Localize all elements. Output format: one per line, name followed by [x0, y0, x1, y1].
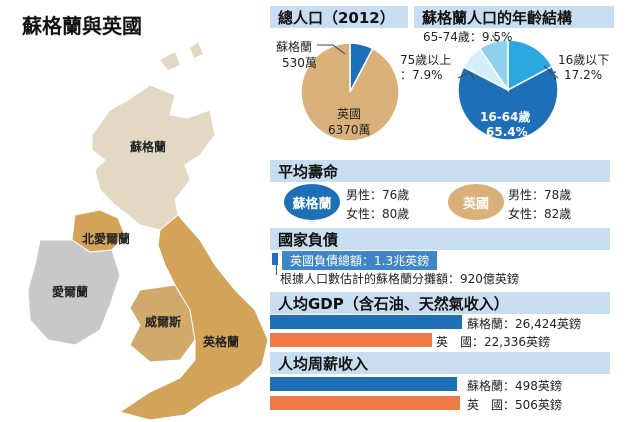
- map-label-wales: 威爾斯: [145, 314, 181, 329]
- age-label-under16-line1: 16歲以下: [558, 53, 610, 67]
- life-scotland-male: 男性：76歲: [346, 188, 410, 202]
- life-uk-badge: 英國: [448, 184, 504, 220]
- age-label-16-64-line2: 65.4%: [486, 125, 528, 139]
- wage-header: 人均周薪收入: [270, 352, 610, 374]
- age-label-under16-line2: ：17.2%: [552, 68, 603, 82]
- gdp-header: 人均GDP（含石油、天然氣收入）: [270, 292, 610, 314]
- map-label-scotland: 蘇格蘭: [129, 139, 166, 154]
- map-label-northern-ireland: 北愛爾蘭: [82, 231, 130, 246]
- leader-under-16: [543, 65, 559, 79]
- pie-slice-65-74: [478, 39, 509, 93]
- life-scotland-female: 女性：80歲: [346, 207, 410, 221]
- leader-65-74: [491, 34, 499, 43]
- age-pie: [457, 34, 559, 141]
- debt-marker: [272, 253, 278, 265]
- wage-bar-uk: [270, 396, 460, 410]
- population-uk-value: 6370萬: [328, 123, 371, 137]
- debt-share: 根據人口數估計的蘇格蘭分攤額：920億英鎊: [280, 272, 519, 286]
- age-label-65-74: 65-74歲：9.5%: [423, 30, 513, 44]
- age-header: 蘇格蘭人口的年齡結構: [414, 6, 614, 28]
- population-leader-line: [317, 44, 346, 55]
- gdp-bar-uk: [270, 333, 433, 347]
- map-scotland: [91, 84, 216, 231]
- life-uk-male: 男性：78歲: [508, 188, 572, 202]
- life-scotland-badge: 蘇格蘭: [284, 184, 340, 220]
- pie-slice-under-16: [507, 39, 554, 92]
- wage-label-uk: 英 國：506英鎊: [467, 398, 562, 412]
- debt-total: 英國負債總額：1.3兆英鎊: [282, 251, 438, 270]
- wage-bar-scotland: [270, 377, 457, 391]
- debt-connector: [276, 265, 277, 275]
- map-label-ireland: 愛爾蘭: [52, 284, 88, 299]
- page-title: 蘇格蘭與英國: [22, 14, 142, 38]
- wage-label-scotland: 蘇格蘭：498英鎊: [467, 379, 562, 393]
- age-label-75-plus-line2: ：7.9%: [400, 68, 443, 82]
- age-label-16-64-line1: 16-64歲: [480, 110, 531, 124]
- gdp-bar-scotland: [270, 315, 462, 329]
- life-header: 平均壽命: [270, 160, 610, 182]
- gdp-label-uk: 英 國：22,336英鎊: [436, 335, 550, 349]
- life-uk-female: 女性：82歲: [508, 207, 572, 221]
- map-label-england: 英格蘭: [203, 334, 239, 349]
- population-pie: [300, 42, 400, 142]
- pie-slice-uk: [300, 42, 400, 142]
- gdp-label-scotland: 蘇格蘭：26,424英鎊: [467, 317, 581, 331]
- population-scotland-value: 530萬: [282, 56, 317, 70]
- map-england: [118, 214, 269, 421]
- age-label-75-plus-line1: 75歲以上: [400, 53, 452, 67]
- debt-header: 國家負債: [270, 228, 610, 250]
- leader-75-plus: [457, 71, 475, 81]
- pie-slice-16-64: [457, 65, 559, 141]
- population-scotland-label: 蘇格蘭: [276, 40, 313, 54]
- uk-map: 蘇格蘭 北愛爾蘭 愛爾蘭 威爾斯 英格蘭: [27, 42, 269, 421]
- population-uk-label: 英國: [337, 107, 362, 121]
- map-ireland: [27, 239, 121, 346]
- population-header: 總人口（2012）: [270, 6, 408, 28]
